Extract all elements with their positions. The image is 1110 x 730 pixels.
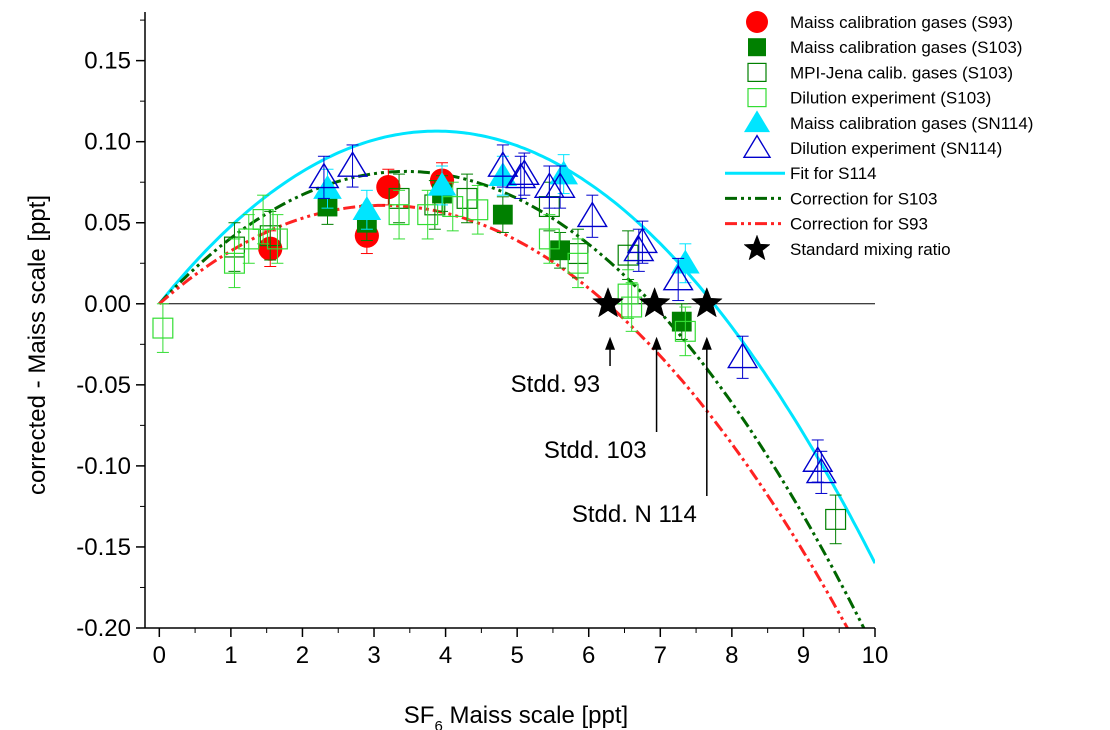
data-point xyxy=(825,508,847,530)
annotation-arrowhead-0 xyxy=(605,336,616,350)
data-point xyxy=(259,225,281,247)
data-point xyxy=(662,264,694,291)
data-point xyxy=(238,228,260,250)
data-point xyxy=(152,317,174,339)
x-axis-label-suffix: Maiss scale [ppt] xyxy=(443,702,628,729)
standard-star-0 xyxy=(592,286,625,318)
y-tick-label: -0.05 xyxy=(76,372,131,399)
legend-label-0: Maiss calibration gases (S93) xyxy=(790,13,1013,32)
curve-1 xyxy=(158,169,866,628)
legend-label-1: Maiss calibration gases (S103) xyxy=(790,38,1022,57)
standard-star-1 xyxy=(638,286,671,318)
legend-label-7: Correction for S103 xyxy=(790,189,937,208)
y-tick-label: -0.10 xyxy=(76,453,131,480)
legend-label-8: Correction for S93 xyxy=(790,215,928,234)
data-point xyxy=(576,201,608,228)
data-point xyxy=(617,283,639,305)
data-point xyxy=(492,204,513,225)
annotation-label-2: Stdd. N 114 xyxy=(572,501,697,528)
data-point xyxy=(505,162,537,189)
data-point xyxy=(674,320,696,342)
y-tick-label: 0.10 xyxy=(84,129,131,156)
legend-symbol-9 xyxy=(743,234,771,261)
legend-label-4: Maiss calibration gases (SN114) xyxy=(790,114,1033,133)
data-point xyxy=(805,457,837,484)
data-point xyxy=(550,240,570,261)
data-point xyxy=(308,162,340,189)
x-tick-label: 2 xyxy=(296,642,309,669)
data-point xyxy=(456,187,478,209)
x-tick-label: 5 xyxy=(510,642,523,669)
standard-star-2 xyxy=(690,286,723,318)
y-tick-label: -0.15 xyxy=(76,534,131,561)
x-tick-label: 6 xyxy=(582,642,595,669)
legend-symbol-5 xyxy=(742,134,772,159)
data-point xyxy=(442,196,464,218)
x-tick-label: 4 xyxy=(439,642,452,669)
legend-label-2: MPI-Jena calib. gases (S103) xyxy=(790,63,1013,82)
y-tick-label: -0.20 xyxy=(76,615,131,642)
data-point xyxy=(544,172,576,199)
x-tick-label: 8 xyxy=(725,642,738,669)
data-point xyxy=(508,159,540,186)
data-point xyxy=(617,244,639,266)
data-point xyxy=(352,196,382,220)
x-axis-label-prefix: SF xyxy=(404,702,435,729)
y-tick-label: 0.05 xyxy=(84,210,131,237)
data-point xyxy=(266,228,288,250)
legend-label-3: Dilution experiment (S103) xyxy=(790,89,991,108)
data-point xyxy=(417,204,439,226)
x-tick-label: 1 xyxy=(224,642,237,669)
data-point xyxy=(623,235,655,262)
curve-2 xyxy=(158,203,850,628)
data-point xyxy=(538,228,560,250)
data-point xyxy=(626,227,658,254)
annotation-label-1: Stdd. 103 xyxy=(544,437,647,464)
data-point xyxy=(487,150,519,177)
series-1 xyxy=(317,175,692,340)
series-3 xyxy=(152,181,696,357)
y-axis-label: corrected - Maiss scale [ppt] xyxy=(24,195,51,495)
plot-area xyxy=(152,129,875,628)
data-point xyxy=(802,446,834,472)
x-tick-label: 3 xyxy=(367,642,380,669)
legend-symbol-3 xyxy=(747,87,767,108)
series-5 xyxy=(308,144,837,494)
data-point xyxy=(427,171,457,196)
data-point xyxy=(252,208,274,230)
data-point xyxy=(467,199,489,221)
annotation-arrowhead-2 xyxy=(701,336,712,350)
curve-0 xyxy=(158,129,875,564)
legend-label-9: Standard mixing ratio xyxy=(790,240,951,259)
legend-label-6: Fit for S114 xyxy=(790,164,877,183)
data-point xyxy=(567,252,589,274)
legend-symbol-0 xyxy=(746,11,768,33)
x-axis-label: SF6 Maiss scale [ppt] xyxy=(404,702,628,730)
x-axis-label-subscript: 6 xyxy=(434,718,442,730)
data-point xyxy=(376,174,401,200)
x-tick-label: 9 xyxy=(797,642,810,669)
legend-symbol-4 xyxy=(743,110,771,133)
legend-label-5: Dilution experiment (SN114) xyxy=(790,139,1002,158)
data-point xyxy=(621,296,643,318)
legend: Maiss calibration gases (S93) Maiss calib… xyxy=(725,11,1033,261)
axes: Stdd. 93 Stdd. 103 Stdd. N 114 0 1 2 3 4 5 6 7 8 9 10… xyxy=(76,12,888,669)
data-point xyxy=(727,342,759,369)
y-tick-label: 0.15 xyxy=(84,48,131,75)
legend-symbol-1 xyxy=(748,38,766,57)
data-point xyxy=(388,204,410,226)
y-tick-label: 0.00 xyxy=(84,291,131,318)
annotation-arrowhead-1 xyxy=(651,336,662,350)
x-tick-label: 10 xyxy=(862,642,889,669)
data-point xyxy=(336,150,369,177)
legend-symbol-2 xyxy=(747,62,767,83)
x-tick-label: 7 xyxy=(654,642,667,669)
x-tick-label: 0 xyxy=(153,642,166,669)
annotation-label-0: Stdd. 93 xyxy=(511,371,600,398)
